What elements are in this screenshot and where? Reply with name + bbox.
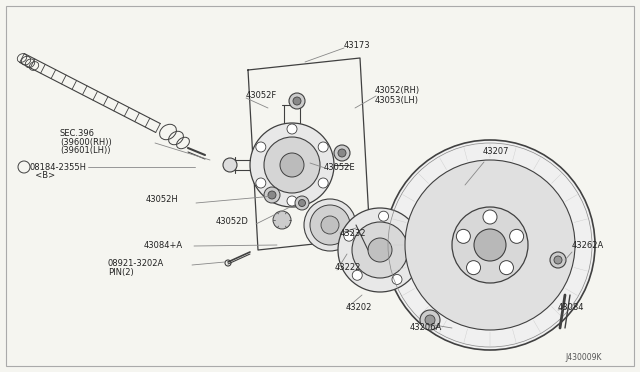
Text: <B>: <B> <box>30 171 55 180</box>
Text: 43052D: 43052D <box>216 218 249 227</box>
Circle shape <box>268 191 276 199</box>
Circle shape <box>293 97 301 105</box>
Text: (39600(RH)): (39600(RH)) <box>60 138 112 147</box>
Circle shape <box>295 196 309 210</box>
Circle shape <box>338 149 346 157</box>
Circle shape <box>256 178 266 188</box>
Circle shape <box>550 252 566 268</box>
Text: SEC.396: SEC.396 <box>60 128 95 138</box>
Text: 43084+A: 43084+A <box>144 241 183 250</box>
Circle shape <box>338 208 422 292</box>
Text: 43052E: 43052E <box>324 164 356 173</box>
Circle shape <box>273 211 291 229</box>
Text: 43052(RH): 43052(RH) <box>375 86 420 94</box>
Text: 43207: 43207 <box>483 148 509 157</box>
Circle shape <box>318 142 328 152</box>
Circle shape <box>264 187 280 203</box>
Ellipse shape <box>411 206 489 284</box>
Circle shape <box>420 310 440 330</box>
Text: 43173: 43173 <box>344 41 371 49</box>
Text: 43053(LH): 43053(LH) <box>375 96 419 105</box>
Circle shape <box>344 231 354 241</box>
Circle shape <box>368 238 392 262</box>
Circle shape <box>264 137 320 193</box>
Circle shape <box>452 207 528 283</box>
Circle shape <box>298 199 305 206</box>
Circle shape <box>378 211 388 221</box>
Circle shape <box>223 158 237 172</box>
Text: 43052H: 43052H <box>146 196 179 205</box>
Circle shape <box>483 210 497 224</box>
Text: 43232: 43232 <box>340 228 367 237</box>
Circle shape <box>425 315 435 325</box>
Circle shape <box>256 142 266 152</box>
Text: 43084: 43084 <box>558 304 584 312</box>
Circle shape <box>405 160 575 330</box>
Circle shape <box>287 196 297 206</box>
Circle shape <box>474 229 506 261</box>
Ellipse shape <box>310 205 350 245</box>
Circle shape <box>467 261 481 275</box>
Circle shape <box>334 145 350 161</box>
Circle shape <box>289 93 305 109</box>
Text: J430009K: J430009K <box>565 353 602 362</box>
Circle shape <box>456 230 470 243</box>
Text: PIN(2): PIN(2) <box>108 269 134 278</box>
Circle shape <box>250 123 334 207</box>
Text: (39601(LH)): (39601(LH)) <box>60 147 111 155</box>
Text: 43206A: 43206A <box>410 324 442 333</box>
Circle shape <box>499 261 513 275</box>
Circle shape <box>509 230 524 243</box>
Text: 43262A: 43262A <box>572 241 604 250</box>
Text: 43202: 43202 <box>346 302 372 311</box>
Text: 43052F: 43052F <box>246 92 277 100</box>
Ellipse shape <box>422 218 477 273</box>
Circle shape <box>318 178 328 188</box>
Circle shape <box>392 275 402 285</box>
Circle shape <box>352 222 408 278</box>
Circle shape <box>554 256 562 264</box>
Text: 08921-3202A: 08921-3202A <box>108 259 164 267</box>
Circle shape <box>408 238 419 248</box>
Circle shape <box>385 140 595 350</box>
Circle shape <box>280 153 304 177</box>
Ellipse shape <box>304 199 356 251</box>
Ellipse shape <box>321 216 339 234</box>
Circle shape <box>352 270 362 280</box>
Text: 43222: 43222 <box>335 263 362 273</box>
Circle shape <box>287 124 297 134</box>
Text: 08184-2355H: 08184-2355H <box>30 163 87 171</box>
